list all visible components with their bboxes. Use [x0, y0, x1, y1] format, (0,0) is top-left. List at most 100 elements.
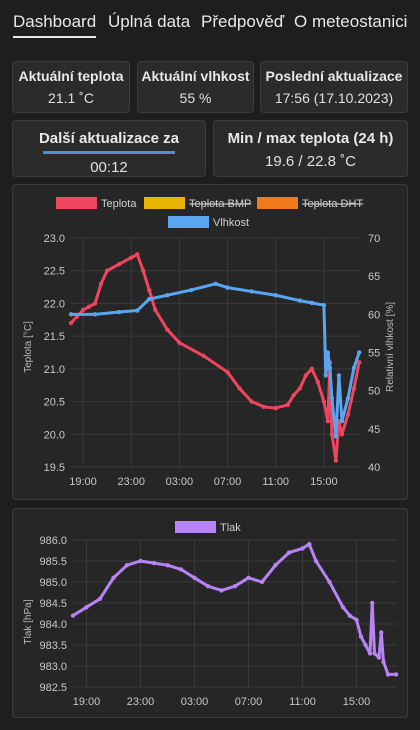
y-tick-label: 983.0: [39, 661, 67, 673]
temperature-humidity-chart-panel: 19.5 20.0 20.5 21.0 21.5 22.0 22.5 23.0 40 45 50 55…: [12, 184, 408, 500]
legend-swatch-vlhkost: [168, 216, 209, 228]
y-tick-label: 982.5: [39, 682, 67, 694]
data-point-tlak: [381, 660, 385, 664]
tab-full-data[interactable]: Úplná data: [108, 12, 190, 32]
data-point-teplota: [153, 308, 157, 312]
data-point-tlak: [71, 613, 75, 617]
data-point-tlak: [206, 584, 210, 588]
data-point-vlhkost: [69, 312, 73, 316]
data-point-tlak: [287, 550, 291, 554]
data-point-teplota: [177, 340, 181, 344]
data-point-vlhkost: [147, 297, 151, 301]
data-point-tlak: [219, 588, 223, 592]
y-tick-label: 21.0: [44, 364, 65, 376]
data-point-vlhkost: [213, 282, 217, 286]
y2-tick-label: 65: [368, 271, 380, 283]
tab-forecast[interactable]: Předpověď: [201, 12, 284, 32]
current-temperature-card: Aktuální teplota 21.1 ˚C: [12, 61, 130, 113]
legend-item-teplota-dht[interactable]: Teplota DHT: [257, 197, 363, 210]
y-tick-label: 19.5: [44, 462, 65, 474]
data-point-teplota: [87, 305, 91, 309]
y-tick-label: 20.5: [44, 397, 65, 409]
y2-tick-label: 45: [368, 424, 380, 436]
next-update-countdown: 00:12: [13, 159, 205, 176]
current-humidity-value: 55 %: [138, 90, 253, 106]
data-point-teplota: [225, 370, 229, 374]
legend-label-tlak: Tlak: [220, 522, 241, 534]
data-point-vlhkost: [326, 350, 330, 354]
y2-axis-title-humidity: Relativní vlhkost [%]: [385, 302, 396, 392]
y-tick-label: 21.5: [44, 331, 65, 343]
current-humidity-title: Aktuální vlhkost: [138, 68, 253, 84]
x-tick-label: 19:00: [73, 696, 101, 708]
data-point-teplota: [81, 308, 85, 312]
x-tick-label: 03:00: [166, 476, 194, 488]
next-update-card: Další aktualizace za 00:12: [12, 120, 206, 177]
data-point-teplota: [117, 262, 121, 266]
legend-item-teplota-bmp[interactable]: Teplota BMP: [144, 197, 251, 210]
data-point-vlhkost: [328, 366, 332, 370]
legend-swatch-teplota-dht: [257, 197, 298, 209]
chart-series-layer: [69, 252, 362, 463]
data-point-teplota: [261, 405, 265, 409]
data-point-vlhkost: [225, 285, 229, 289]
legend-label-teplota: Teplota: [101, 198, 137, 210]
data-point-tlak: [179, 567, 183, 571]
min-max-temperature-value: 19.6 / 22.8 ˚C: [214, 153, 407, 170]
y-tick-label: 984.0: [39, 619, 67, 631]
data-point-vlhkost: [340, 419, 344, 423]
legend-swatch-teplota-bmp: [144, 197, 185, 209]
data-point-tlak: [348, 613, 352, 617]
y2-tick-label: 40: [368, 462, 380, 474]
x-tick-label: 07:00: [235, 696, 263, 708]
data-point-tlak: [341, 605, 345, 609]
data-point-tlak: [359, 634, 363, 638]
data-point-teplota: [330, 432, 334, 436]
data-point-vlhkost: [334, 434, 338, 438]
data-point-teplota: [165, 327, 169, 331]
last-update-card: Poslední aktualizace 17:56 (17.10.2023): [260, 61, 408, 113]
data-point-teplota: [274, 406, 278, 410]
y-axis-title-temperature: Teplota [°C]: [23, 321, 34, 373]
data-point-teplota: [201, 354, 205, 358]
data-point-teplota: [237, 386, 241, 390]
data-point-tlak: [152, 561, 156, 565]
data-point-teplota: [304, 373, 308, 377]
current-temperature-title: Aktuální teplota: [13, 68, 129, 84]
legend-item-tlak[interactable]: Tlak: [175, 521, 241, 534]
data-point-tlak: [370, 601, 374, 605]
y2-tick-label: 60: [368, 309, 380, 321]
data-point-vlhkost: [117, 310, 121, 314]
y-tick-label: 983.5: [39, 640, 67, 652]
data-point-teplota: [316, 380, 320, 384]
data-point-tlak: [300, 546, 304, 550]
data-point-vlhkost: [135, 308, 139, 312]
data-point-teplota: [141, 269, 145, 273]
current-humidity-card: Aktuální vlhkost 55 %: [137, 61, 254, 113]
x-tick-label: 19:00: [69, 476, 97, 488]
legend-item-vlhkost[interactable]: Vlhkost: [168, 216, 249, 229]
data-point-teplota: [326, 419, 330, 423]
x-tick-label: 23:00: [117, 476, 145, 488]
data-point-teplota: [346, 412, 350, 416]
data-point-vlhkost: [346, 396, 350, 400]
legend-item-teplota[interactable]: Teplota: [56, 197, 137, 210]
data-point-tlak: [84, 605, 88, 609]
data-point-tlak: [354, 618, 358, 622]
legend-label-vlhkost: Vlhkost: [213, 217, 249, 229]
x-tick-label: 11:00: [262, 476, 289, 488]
data-point-tlak: [307, 542, 311, 546]
tab-about-station[interactable]: O meteostanici: [294, 12, 407, 32]
data-point-vlhkost: [249, 289, 253, 293]
data-point-vlhkost: [189, 288, 193, 292]
data-point-tlak: [363, 643, 367, 647]
data-point-vlhkost: [330, 396, 334, 400]
data-point-tlak: [379, 630, 383, 634]
top-navigation: Dashboard Úplná data Předpověď O meteost…: [0, 0, 420, 44]
data-point-teplota: [135, 252, 139, 256]
tab-dashboard[interactable]: Dashboard: [13, 12, 96, 38]
min-max-temperature-title: Min / max teplota (24 h): [214, 130, 407, 147]
y-tick-label: 985.5: [39, 556, 67, 568]
data-point-vlhkost: [298, 298, 302, 302]
y-tick-label: 986.0: [39, 535, 67, 547]
